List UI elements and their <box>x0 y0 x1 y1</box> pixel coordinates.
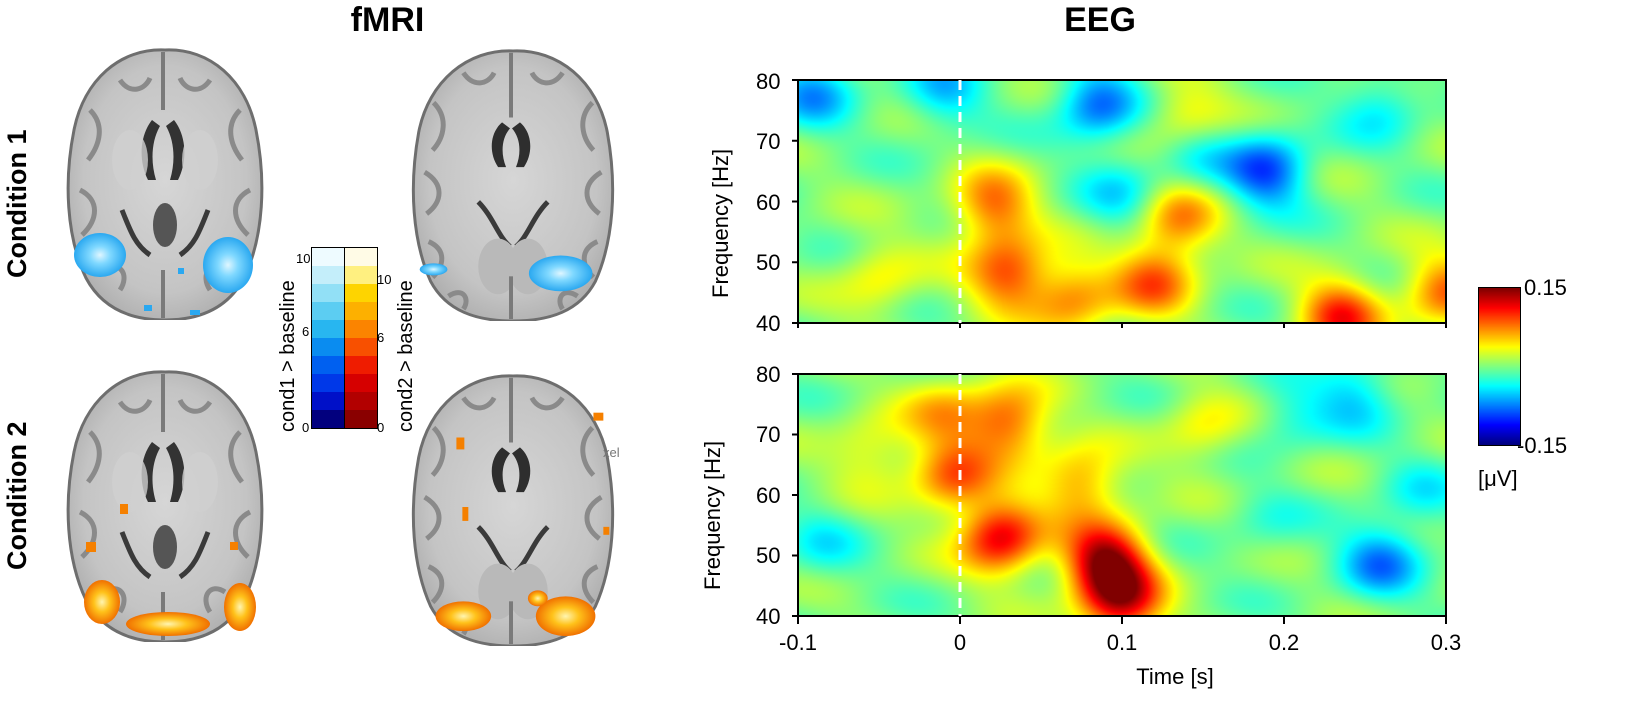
ytick-1-50: 50 <box>756 250 781 275</box>
fmri-colorbar-cond2 <box>344 247 378 429</box>
colorbar-segment-5 <box>312 320 344 338</box>
xtick-03: 0.3 <box>1430 630 1462 655</box>
colorbar-segment-9 <box>312 248 344 266</box>
ytick-2-40: 40 <box>756 604 781 629</box>
cb1-tick-10: 10 <box>296 251 311 266</box>
fmri-title: fMRI <box>350 1 425 39</box>
ytick-1-70: 70 <box>756 129 781 154</box>
colorbar-segment-1 <box>312 392 344 410</box>
colorbar-segment-4 <box>345 338 377 356</box>
ylabel-2: Frequency [Hz] <box>700 440 725 590</box>
ytick-2-50: 50 <box>756 543 781 568</box>
colorbar-segment-7 <box>312 284 344 302</box>
eeg-colorbar-max: 0.15 <box>1524 275 1567 300</box>
eeg-title: EEG <box>1064 1 1136 39</box>
ytick-2-80: 80 <box>756 362 781 387</box>
colorbar-segment-7 <box>345 284 377 302</box>
ytick-1-60: 60 <box>756 190 781 215</box>
colorbar-segment-3 <box>345 356 377 374</box>
colorbar-segment-8 <box>345 266 377 284</box>
colorbar-segment-8 <box>312 266 344 284</box>
cb2-tick-0: 0 <box>377 420 385 435</box>
cb1-tick-6: 6 <box>302 324 310 339</box>
cb2-tick-10: 10 <box>377 272 392 287</box>
colorbar-segment-0 <box>312 410 344 428</box>
xlabel: Time [s] <box>1136 664 1214 689</box>
cb1-tick-0: 0 <box>302 420 310 435</box>
eeg-frame-2 <box>797 373 1447 617</box>
cb2-tick-6: 6 <box>377 330 385 345</box>
ytick-1-40: 40 <box>756 311 781 336</box>
eeg-colorbar-min: -0.15 <box>1517 433 1568 458</box>
colorbar-segment-9 <box>345 248 377 266</box>
ytick-2-60: 60 <box>756 483 781 508</box>
xtick-02: 0.2 <box>1268 630 1300 655</box>
eeg-colorbar <box>1478 287 1521 446</box>
ylabel-1: Frequency [Hz] <box>708 148 733 298</box>
eeg-heatmap-cond2 <box>798 374 1446 616</box>
colorbar-segment-3 <box>312 356 344 374</box>
eeg-frame-1 <box>797 79 1447 324</box>
xtick-neg01: -0.1 <box>779 630 817 655</box>
ytick-1-80: 80 <box>756 69 781 94</box>
stray-mark: xel <box>603 445 620 460</box>
eeg-heatmap-cond1 <box>798 80 1446 323</box>
colorbar-segment-2 <box>312 374 344 392</box>
colorbar-segment-4 <box>312 338 344 356</box>
colorbar-segment-2 <box>345 374 377 392</box>
colorbar-segment-1 <box>345 392 377 410</box>
eeg-colorbar-unit: [μV] <box>1478 466 1518 491</box>
colorbar-segment-5 <box>345 320 377 338</box>
xtick-0: 0 <box>953 630 967 655</box>
ytick-2-70: 70 <box>756 422 781 447</box>
colorbar-segment-0 <box>345 410 377 428</box>
colorbar-segment-6 <box>345 302 377 320</box>
xtick-01: 0.1 <box>1106 630 1138 655</box>
colorbar-segment-6 <box>312 302 344 320</box>
